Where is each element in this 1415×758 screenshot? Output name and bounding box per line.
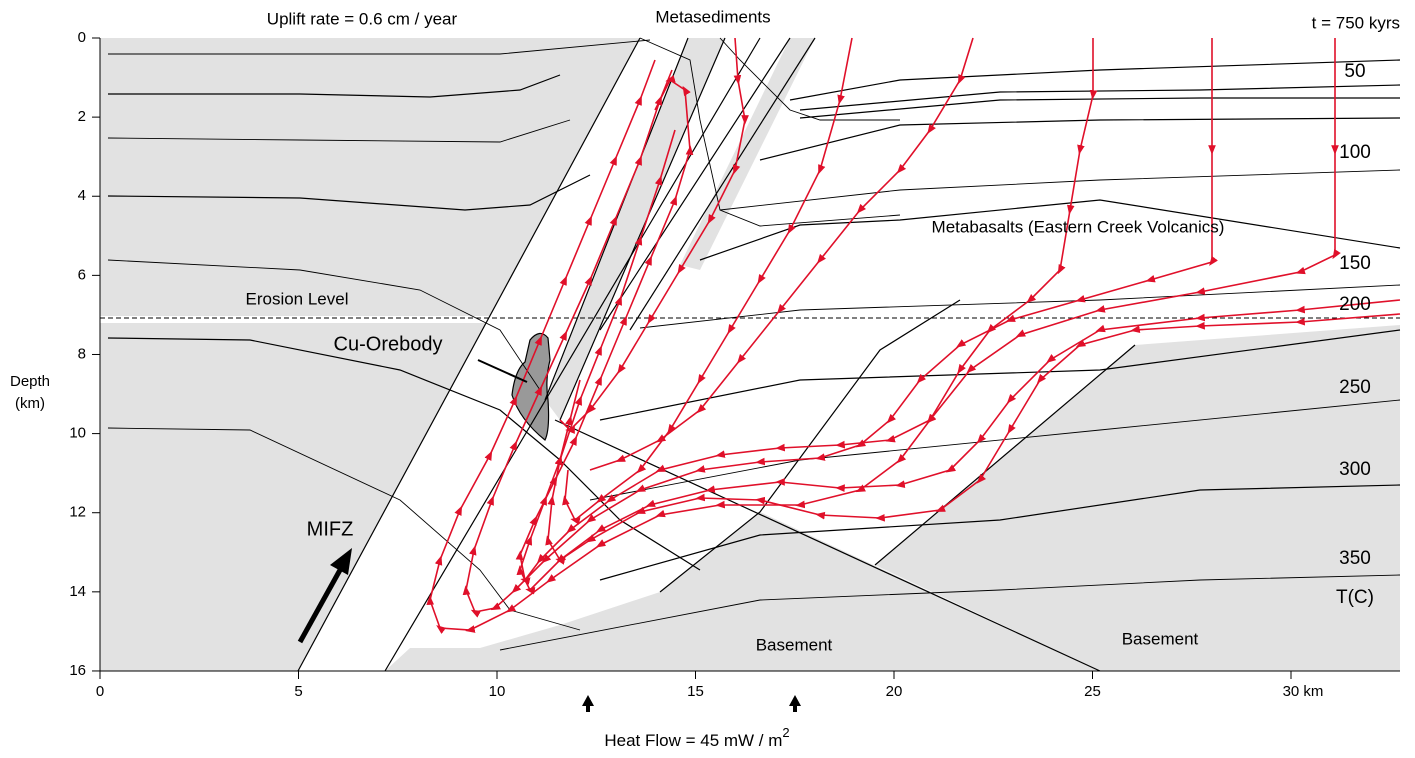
- x-tick-label: 10: [489, 683, 506, 700]
- isotherm-label: 350: [1339, 548, 1371, 569]
- x-tick-label: 20: [886, 683, 903, 700]
- metasediments-label: Metasediments: [655, 7, 770, 26]
- isotherm-label: 200: [1339, 294, 1371, 315]
- x-tick-label: 30 km: [1283, 683, 1324, 700]
- rock-regions: [100, 38, 1400, 671]
- y-tick-label: 2: [78, 108, 86, 125]
- metabasalts-label: Metabasalts (Eastern Creek Volcanics): [932, 217, 1225, 236]
- x-title-superscript: 2: [782, 725, 789, 740]
- isotherm-label: 100: [1339, 142, 1371, 163]
- y-tick-label: 8: [78, 345, 86, 362]
- isotherm-label: 150: [1339, 253, 1371, 274]
- y-tick-label: 14: [69, 583, 86, 600]
- basement-label: Basement: [1122, 629, 1199, 648]
- x-title-text: Heat Flow = 45 mW / m: [604, 731, 782, 750]
- heat-flow-marker: [582, 695, 594, 712]
- x-tick-label: 25: [1084, 683, 1101, 700]
- basement-label: Basement: [756, 635, 833, 654]
- y-tick-label: 0: [78, 29, 86, 46]
- isotherm-label: T(C): [1336, 587, 1374, 608]
- x-tick-label: 5: [294, 683, 302, 700]
- y-tick-label: 4: [78, 187, 86, 204]
- y-title: Depth: [10, 373, 50, 390]
- heat-flow-marker: [789, 695, 801, 712]
- fault-label: MIFZ: [307, 518, 354, 540]
- isotherm-label: 250: [1339, 377, 1371, 398]
- y-title: (km): [15, 395, 45, 412]
- y-tick-label: 6: [78, 266, 86, 283]
- y-tick-label: 10: [69, 425, 86, 442]
- orebody-label: Cu-Orebody: [334, 333, 443, 355]
- uplift-rate: Uplift rate = 0.6 cm / year: [267, 9, 458, 28]
- y-tick-label: 16: [69, 662, 86, 679]
- time-label: t = 750 kyrs: [1312, 13, 1400, 32]
- y-tick-label: 12: [69, 504, 86, 521]
- isotherm-label: 300: [1339, 459, 1371, 480]
- cross-section: Uplift rate = 0.6 cm / year Metasediment…: [0, 0, 1415, 758]
- isotherm-label: 50: [1344, 61, 1365, 82]
- x-tick-label: 0: [96, 683, 104, 700]
- erosion-level-label: Erosion Level: [245, 289, 348, 308]
- x-tick-label: 15: [687, 683, 704, 700]
- x-title: Heat Flow = 45 mW / m2: [604, 725, 789, 750]
